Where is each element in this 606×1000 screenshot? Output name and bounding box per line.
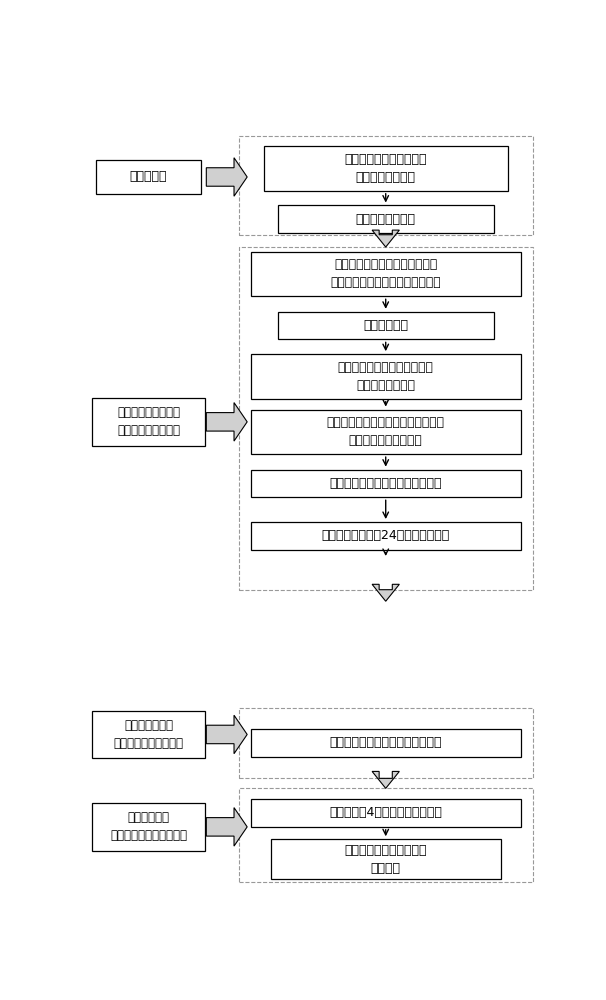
FancyBboxPatch shape [92,398,205,446]
FancyBboxPatch shape [92,803,205,851]
Text: 建立模糊型库，
计算各时段的等值负荷: 建立模糊型库， 计算各时段的等值负荷 [113,719,184,750]
FancyBboxPatch shape [92,711,205,758]
Polygon shape [206,808,247,846]
FancyBboxPatch shape [251,799,521,827]
Text: 输入配电网的线路条数、
首端各时刻负荷值: 输入配电网的线路条数、 首端各时刻负荷值 [344,153,427,184]
Bar [239,708,533,778]
Text: 得到与实际负荷最贴近的
等值负荷: 得到与实际负荷最贴近的 等值负荷 [344,844,427,875]
FancyBboxPatch shape [251,410,521,454]
FancyBboxPatch shape [96,160,201,194]
Text: 计算配电网的实际24小时总负荷数据: 计算配电网的实际24小时总负荷数据 [322,529,450,542]
FancyBboxPatch shape [251,729,521,757]
FancyBboxPatch shape [264,146,508,191]
Text: 建立标幺负荷矩阵: 建立标幺负荷矩阵 [356,213,416,226]
FancyBboxPatch shape [271,839,501,879]
FancyBboxPatch shape [251,354,521,399]
FancyBboxPatch shape [251,522,521,550]
FancyBboxPatch shape [251,252,521,296]
Polygon shape [206,403,247,441]
Text: 构建样本矩阵: 构建样本矩阵 [363,319,408,332]
Text: 极小化所有数据点到各个聚类中心的
距离与隶属度的加权和: 极小化所有数据点到各个聚类中心的 距离与隶属度的加权和 [327,416,445,447]
Text: 采用模糊聚类方法，
对负荷曲线进行分段: 采用模糊聚类方法， 对负荷曲线进行分段 [117,406,180,437]
FancyBboxPatch shape [278,312,494,339]
Polygon shape [206,158,247,196]
Polygon shape [372,584,399,601]
Bar [239,788,533,882]
Text: 负荷标幺化: 负荷标幺化 [130,170,167,183]
Text: 修正处于时间分段边界的负荷数据: 修正处于时间分段边界的负荷数据 [330,477,442,490]
Text: 计算并比较4组等值模式的贴近度: 计算并比较4组等值模式的贴近度 [329,806,442,820]
Polygon shape [206,715,247,754]
Text: 筛选极差、标准差与负荷权重，
淘汰曲线波动平缓且负荷小的线路: 筛选极差、标准差与负荷权重， 淘汰曲线波动平缓且负荷小的线路 [330,258,441,290]
Polygon shape [372,230,399,247]
FancyBboxPatch shape [278,205,494,233]
FancyBboxPatch shape [251,470,521,497]
Bar [239,136,533,235]
Text: 初始化模糊分配隶属度矩阵，
设定聚类中心个数: 初始化模糊分配隶属度矩阵， 设定聚类中心个数 [338,361,434,392]
Bar [239,247,533,590]
Polygon shape [372,771,399,788]
Text: 计算贴近度，
确定负荷曲线的等值方式: 计算贴近度， 确定负荷曲线的等值方式 [110,811,187,842]
Text: 构建模糊模型库，对数据水平延展: 构建模糊模型库，对数据水平延展 [330,736,442,749]
